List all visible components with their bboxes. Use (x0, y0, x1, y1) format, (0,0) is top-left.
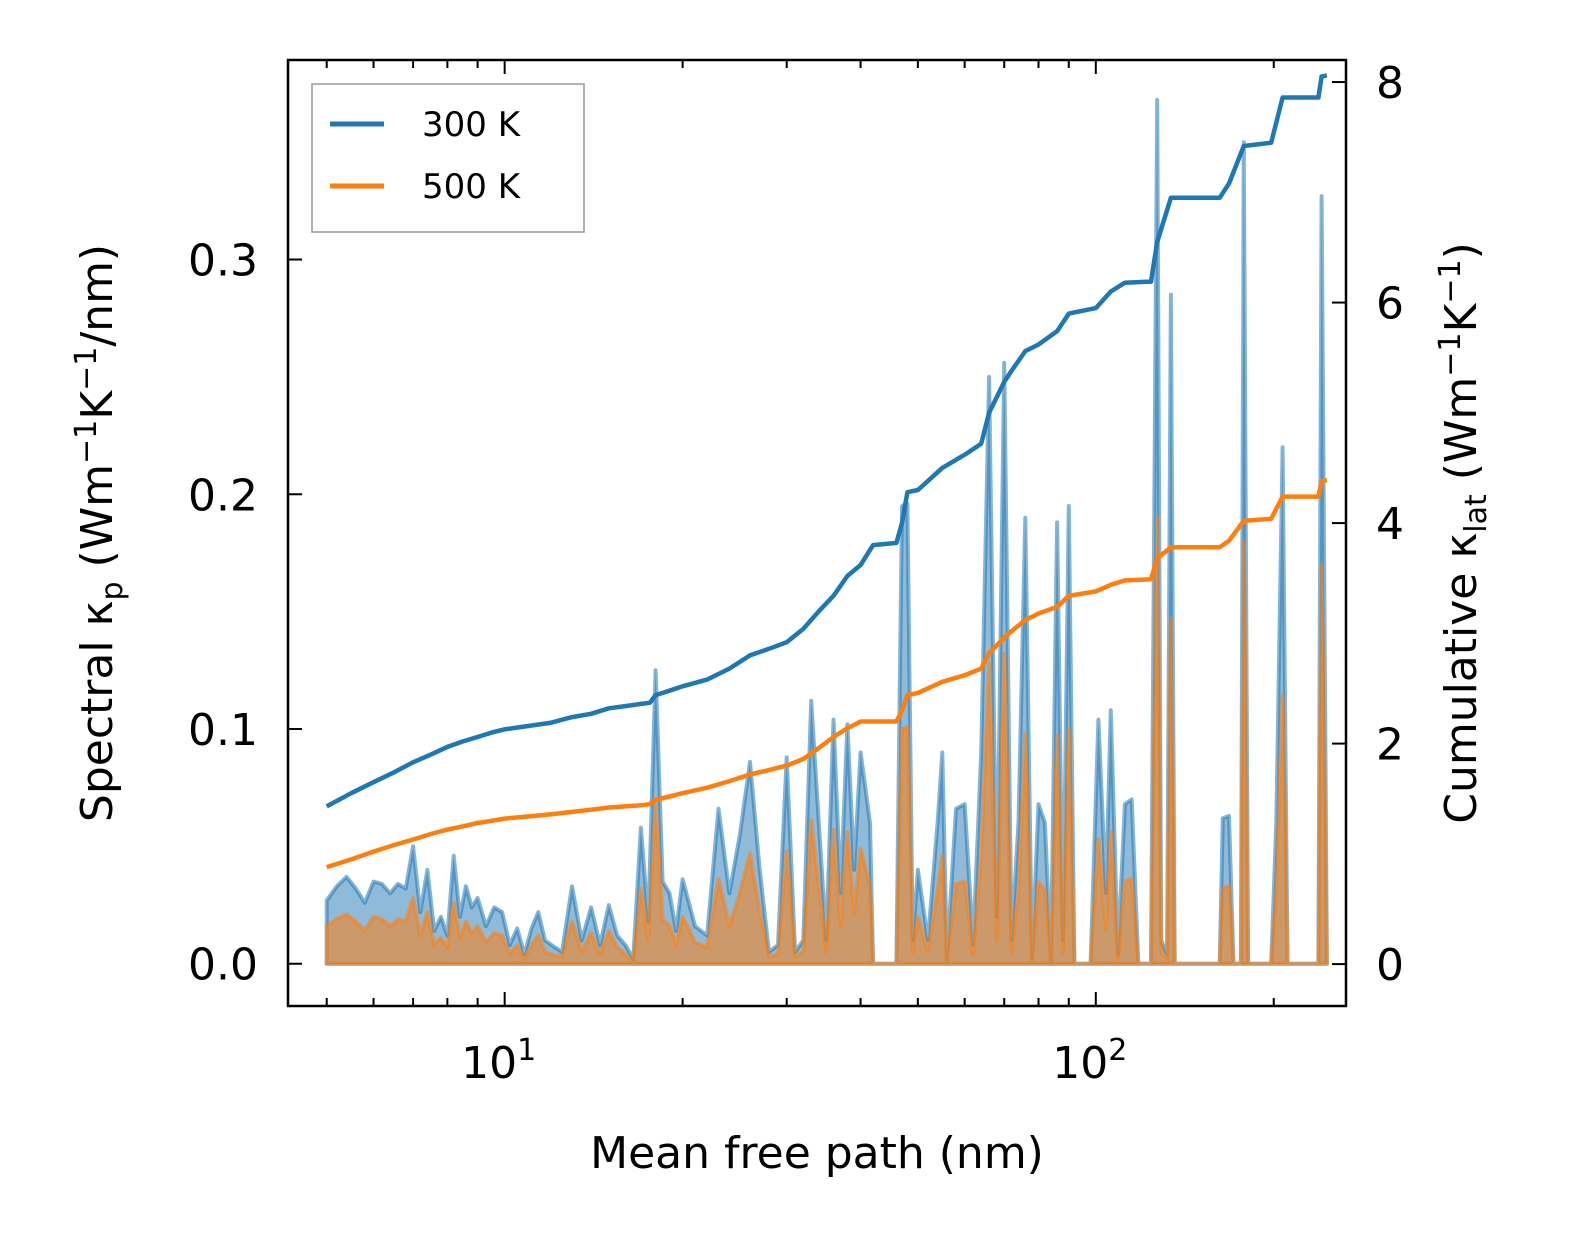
y-left-tick-label: 0.2 (188, 470, 258, 521)
legend-box (311, 83, 585, 233)
tick-marks (288, 60, 1346, 1006)
legend: 300 K 500 K (311, 83, 585, 233)
y-axis-right-title: Cumulative κlat (Wm−1K−1) (1433, 242, 1494, 824)
tick-labels: 101 102 0.0 0.1 0.2 0.3 0 2 4 6 8 (188, 58, 1404, 1089)
y-right-tick-label: 8 (1376, 58, 1404, 109)
cumulative-line-500k (326, 477, 1328, 870)
y-left-tick-label: 0.3 (188, 236, 258, 287)
y-right-tick-label: 0 (1376, 940, 1404, 991)
plot-frame (286, 58, 1348, 1008)
y-right-tick-label: 6 (1376, 279, 1404, 330)
y-right-tick-label: 2 (1376, 720, 1404, 771)
y-axis-left-title: Spectral κp (Wm−1K−1/nm) (69, 244, 130, 822)
y-right-tick-label: 4 (1376, 499, 1404, 550)
y-left-tick-label: 0.0 (188, 940, 258, 991)
x-tick-label: 102 (1052, 1033, 1127, 1089)
spectral-area-layer (324, 97, 1329, 966)
cumulative-line-300k (325, 73, 1328, 809)
y-left-tick-label: 0.1 (188, 705, 258, 756)
legend-label-500k: 500 K (422, 167, 522, 207)
cumulative-line-layer (325, 73, 1328, 870)
legend-label-300k: 300 K (422, 105, 522, 145)
x-tick-label: 101 (461, 1033, 536, 1089)
spectral-area-500k (324, 515, 1329, 966)
x-axis-title: Mean free path (nm) (590, 1128, 1044, 1179)
